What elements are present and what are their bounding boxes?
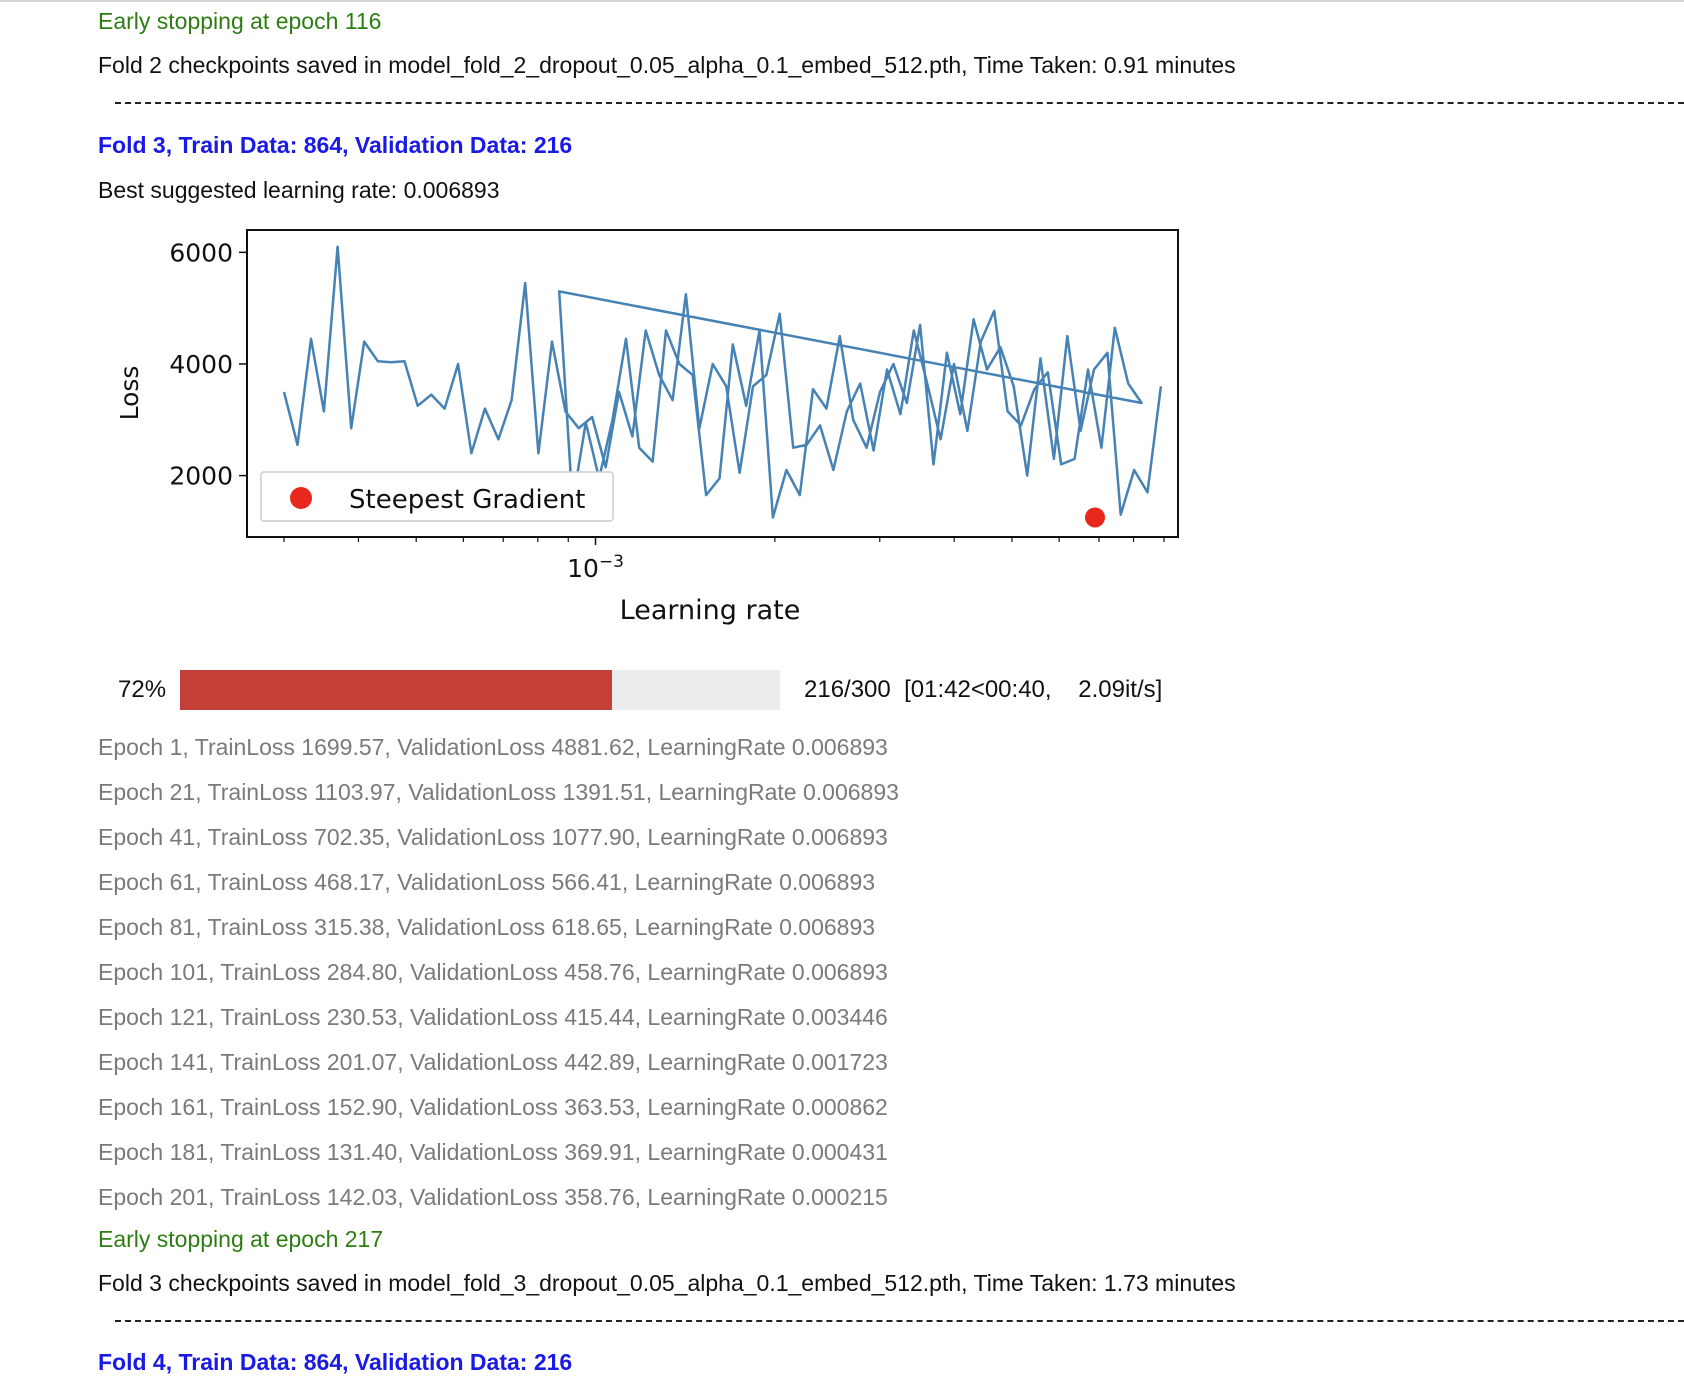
- epoch-log-line: Epoch 81, TrainLoss 315.38, ValidationLo…: [98, 914, 876, 940]
- separator-line: [115, 1320, 1684, 1322]
- legend: Steepest Gradient: [260, 471, 614, 522]
- x-axis: 10−3: [283, 537, 1165, 583]
- x-tick-label: 10−3: [567, 552, 624, 583]
- fold2-checkpoint-message: Fold 2 checkpoints saved in model_fold_2…: [98, 52, 1236, 78]
- y-tick-label: 4000: [169, 350, 233, 379]
- legend-label: Steepest Gradient: [349, 485, 585, 515]
- progress-bar: [180, 670, 780, 710]
- epoch-log-line: Epoch 141, TrainLoss 201.07, ValidationL…: [98, 1049, 888, 1075]
- early-stopping-message: Early stopping at epoch 217: [98, 1226, 384, 1252]
- y-tick-label: 6000: [169, 238, 233, 267]
- legend-marker: [290, 487, 312, 509]
- fold3-checkpoint-message: Fold 3 checkpoints saved in model_fold_3…: [98, 1270, 1236, 1296]
- epoch-log-line: Epoch 121, TrainLoss 230.53, ValidationL…: [98, 1004, 888, 1030]
- lr-finder-chart: 2000 4000 6000 10−3 Steepest Gradient Lear…: [115, 229, 1179, 626]
- epoch-log-line: Epoch 181, TrainLoss 131.40, ValidationL…: [98, 1139, 888, 1165]
- y-axis-label: Loss: [115, 366, 144, 421]
- steepest-gradient-point: [1085, 507, 1106, 528]
- legend-box: [260, 471, 614, 522]
- progress-stats: 216/300 [01:42<00:40, 2.09it/s]: [804, 676, 1163, 703]
- fold3-header: Fold 3, Train Data: 864, Validation Data…: [98, 132, 573, 158]
- fold4-header: Fold 4, Train Data: 864, Validation Data…: [98, 1349, 573, 1375]
- epoch-log-line: Epoch 201, TrainLoss 142.03, ValidationL…: [98, 1184, 888, 1210]
- separator-line: [115, 102, 1684, 104]
- epoch-log-line: Epoch 41, TrainLoss 702.35, ValidationLo…: [98, 824, 888, 850]
- progress-percent: 72%: [118, 676, 167, 703]
- progress-bar-fill: [180, 670, 612, 710]
- best-learning-rate-text: Best suggested learning rate: 0.006893: [98, 177, 500, 203]
- epoch-log-line: Epoch 61, TrainLoss 468.17, ValidationLo…: [98, 869, 876, 895]
- epoch-log-line: Epoch 1, TrainLoss 1699.57, ValidationLo…: [98, 734, 888, 760]
- loss-curve: [282, 245, 1163, 519]
- epoch-log-line: Epoch 21, TrainLoss 1103.97, ValidationL…: [98, 779, 899, 805]
- epoch-log-line: Epoch 101, TrainLoss 284.80, ValidationL…: [98, 959, 888, 985]
- y-tick-label: 2000: [169, 462, 233, 491]
- top-border: [0, 0, 1684, 2]
- x-axis-label: Learning rate: [620, 595, 801, 626]
- epoch-log-line: Epoch 161, TrainLoss 152.90, ValidationL…: [98, 1094, 888, 1120]
- early-stopping-message-fold2: Early stopping at epoch 116: [98, 8, 382, 34]
- y-axis: 2000 4000 6000: [169, 238, 247, 491]
